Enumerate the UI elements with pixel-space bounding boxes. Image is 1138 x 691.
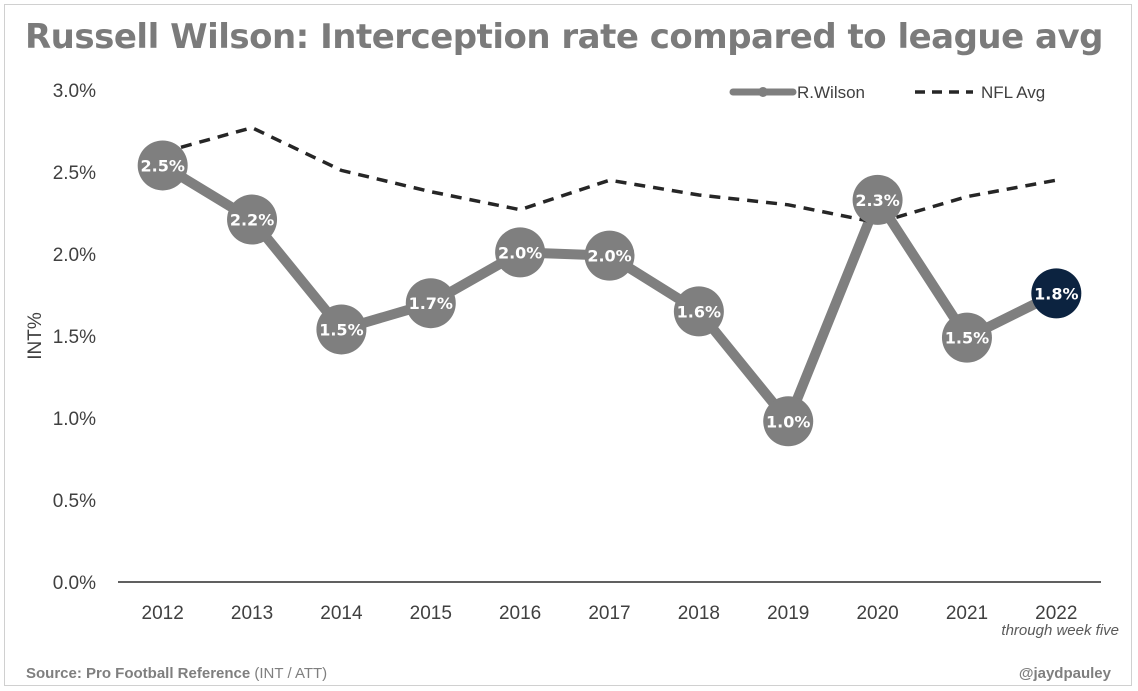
- chart-frame: Russell Wilson: Interception rate compar…: [4, 4, 1132, 686]
- data-label-r-wilson-2020: 2.3%: [855, 191, 899, 210]
- series-markers: 2.5% 2.2% 1.5% 1.7% 2.0% 2.0% 1.6% 1.0% 2.3% 1.5%…: [137, 140, 1082, 447]
- data-point-r-wilson-2013: [227, 194, 278, 245]
- annotation-through-week-five: through week five: [1001, 622, 1119, 639]
- legend-label-nfl-avg: NFL Avg: [981, 83, 1045, 102]
- x-tick-label-2021: 2021: [946, 603, 988, 624]
- source-label: Source: Pro Football Reference: [26, 665, 251, 682]
- data-label-r-wilson-2013: 2.2%: [230, 211, 274, 230]
- chart-title: Russell Wilson: Interception rate compar…: [25, 17, 1103, 57]
- x-tick-label-2017: 2017: [588, 603, 630, 624]
- legend-marker-r-wilson: [758, 87, 768, 97]
- data-label-r-wilson-2021: 1.5%: [945, 329, 989, 348]
- x-axis-ticks: 2012 2013 2014 2015 2016 2017 2018 2019 2020 2021…: [142, 603, 1078, 624]
- data-point-r-wilson-2019: [763, 396, 814, 447]
- series-line-r-wilson: [157, 160, 1062, 427]
- x-tick-label-2018: 2018: [678, 603, 720, 624]
- x-tick-label-2019: 2019: [767, 603, 809, 624]
- x-tick-label-2020: 2020: [856, 603, 898, 624]
- x-tick-label-2016: 2016: [499, 603, 541, 624]
- data-point-r-wilson-2018: [673, 286, 724, 337]
- data-label-r-wilson-2012: 2.5%: [140, 156, 184, 175]
- legend: R.Wilson NFL Avg: [729, 83, 1045, 102]
- x-tick-label-2014: 2014: [320, 603, 363, 624]
- y-axis-ticks: 0.0% 0.5% 1.0% 1.5% 2.0% 2.5% 3.0%: [53, 81, 96, 594]
- y-tick-label-2-5: 2.5%: [53, 163, 96, 184]
- y-tick-label-2-0: 2.0%: [53, 245, 96, 266]
- data-label-r-wilson-2015: 1.7%: [409, 294, 453, 313]
- source-detail: (INT / ATT): [250, 665, 328, 682]
- data-label-r-wilson-2016: 2.0%: [498, 243, 542, 262]
- data-label-r-wilson-2018: 1.6%: [677, 302, 721, 321]
- data-point-r-wilson-2022: [1031, 268, 1082, 319]
- data-label-r-wilson-2019: 1.0%: [766, 412, 810, 431]
- y-tick-label-0-5: 0.5%: [53, 491, 96, 512]
- data-point-r-wilson-2020: [852, 174, 903, 225]
- data-label-r-wilson-2017: 2.0%: [587, 247, 631, 266]
- y-tick-label-1-5: 1.5%: [53, 327, 96, 348]
- x-tick-label-2015: 2015: [410, 603, 452, 624]
- data-label-r-wilson-2022: 1.8%: [1034, 284, 1078, 303]
- author-handle: @jaydpauley: [1018, 665, 1111, 682]
- data-point-r-wilson-2015: [405, 278, 456, 329]
- data-point-r-wilson-2012: [137, 140, 188, 191]
- data-point-r-wilson-2021: [941, 312, 992, 363]
- source-credit: Source: Pro Football Reference (INT / AT…: [26, 665, 327, 682]
- y-axis-title: INT%: [25, 312, 46, 360]
- y-tick-label-3-0: 3.0%: [53, 81, 96, 102]
- data-point-r-wilson-2016: [495, 227, 546, 278]
- legend-label-r-wilson: R.Wilson: [797, 83, 865, 102]
- series-line-nfl-avg: [162, 125, 1057, 225]
- data-point-r-wilson-2017: [584, 230, 635, 281]
- y-tick-label-0-0: 0.0%: [53, 573, 96, 594]
- y-tick-label-1-0: 1.0%: [53, 409, 96, 430]
- x-tick-label-2013: 2013: [231, 603, 273, 624]
- x-tick-label-2012: 2012: [142, 603, 184, 624]
- line-chart: 0.0%0.5%1.0%1.5%2.0%2.5%3.0% INT% 2012 20…: [25, 81, 1119, 639]
- x-tick-label-2022: 2022: [1035, 603, 1077, 624]
- data-label-r-wilson-2014: 1.5%: [319, 320, 363, 339]
- data-point-r-wilson-2014: [316, 304, 367, 355]
